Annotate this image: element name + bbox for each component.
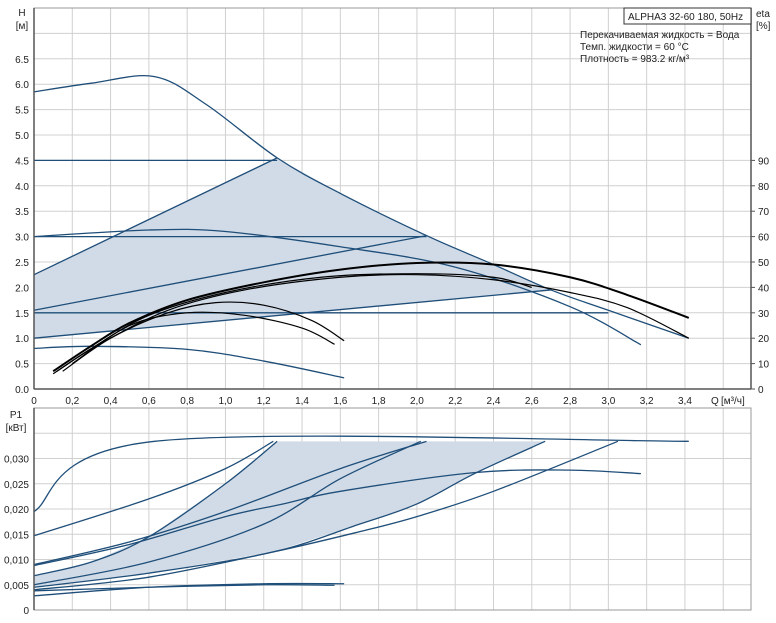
- eta-axis-label: eta: [756, 9, 770, 20]
- p1-tick-label: 0: [23, 606, 29, 617]
- p1-tick-label: 0,030: [4, 455, 29, 466]
- h-tick-label: 2.0: [15, 283, 29, 294]
- p1-curve: [33, 582, 345, 597]
- p1-curve: [33, 584, 335, 592]
- h-tick-label: 3.0: [15, 233, 29, 244]
- p1-curve: [33, 469, 641, 567]
- h-tick-label: 5.0: [15, 131, 29, 142]
- eta-tick-label: 70: [758, 207, 770, 218]
- h-tick-label: 5.5: [15, 106, 29, 117]
- eta-curve: [56, 273, 690, 372]
- h-curve: [33, 345, 345, 379]
- q-tick-label: 0,6: [142, 396, 156, 407]
- q-tick-label: 0: [31, 396, 37, 407]
- eta-tick-label: 90: [758, 156, 770, 167]
- p1-tick-label: 0,020: [4, 505, 29, 516]
- p1-tick-label: 0,010: [4, 556, 29, 567]
- eta-tick-label: 0: [758, 385, 764, 396]
- q-axis-unit: [м³/ч]: [721, 396, 745, 407]
- q-tick-label: 2,6: [525, 396, 539, 407]
- q-tick-label: 2,4: [487, 396, 501, 407]
- info-line-temp: Темп. жидкости = 60 °C: [580, 42, 689, 53]
- h-tick-label: 4.5: [15, 156, 29, 167]
- h-tick-label: 0.5: [15, 360, 29, 371]
- eta-curve: [62, 301, 345, 372]
- p1-curve: [33, 440, 619, 591]
- h-axis-unit: [м]: [16, 21, 29, 32]
- q-tick-label: 1,0: [219, 396, 233, 407]
- p1-curve: [33, 435, 689, 513]
- eta-tick-label: 10: [758, 360, 770, 371]
- operating-range-fill-h: [34, 157, 551, 339]
- q-tick-label: 1,4: [295, 396, 309, 407]
- h-curve: [33, 157, 278, 276]
- q-tick-label: 1,8: [372, 396, 386, 407]
- p1-tick-label: 0,025: [4, 480, 29, 491]
- q-tick-label: 2,0: [410, 396, 424, 407]
- q-tick-label: 0,8: [180, 396, 194, 407]
- info-line-fluid: Перекачиваемая жидкость = Вода: [580, 30, 740, 41]
- h-tick-label: 6.0: [15, 80, 29, 91]
- eta-axis-unit: [%]: [756, 21, 771, 32]
- q-tick-label: 3,0: [601, 396, 615, 407]
- p1-axis-unit: [кВт]: [6, 423, 27, 434]
- h-curve: [33, 234, 427, 311]
- info-box-model: ALPHA3 32-60 180, 50Hz: [628, 12, 743, 23]
- q-tick-label: 1,6: [333, 396, 347, 407]
- info-box-frame: [623, 7, 752, 25]
- eta-tick-label: 30: [758, 309, 770, 320]
- p1-curve: [33, 440, 422, 586]
- p1-axis-label: P1: [10, 410, 23, 421]
- p1-curve: [33, 440, 274, 537]
- h-tick-label: 3.5: [15, 207, 29, 218]
- q-axis-label: Q: [711, 396, 719, 407]
- h-tick-label: 1.0: [15, 334, 29, 345]
- q-tick-label: 3,2: [640, 396, 654, 407]
- top-plot-frame: [33, 7, 752, 390]
- q-tick-label: 3,4: [678, 396, 692, 407]
- eta-tick-label: 60: [758, 233, 770, 244]
- h-tick-label: 1.5: [15, 309, 29, 320]
- operating-range-fill-p1: [34, 441, 546, 588]
- p1-tick-label: 0,005: [4, 581, 29, 592]
- eta-curve: [71, 311, 335, 365]
- p1-curve: [33, 440, 427, 566]
- eta-tick-label: 80: [758, 182, 770, 193]
- h-tick-label: 4.0: [15, 182, 29, 193]
- eta-tick-label: 40: [758, 283, 770, 294]
- eta-tick-label: 20: [758, 334, 770, 345]
- info-line-density: Плотность = 983.2 кг/м³: [580, 54, 690, 65]
- h-curve: [33, 75, 689, 339]
- q-tick-label: 0,4: [104, 396, 118, 407]
- h-tick-label: 0.0: [15, 385, 29, 396]
- q-tick-label: 1,2: [257, 396, 271, 407]
- q-tick-label: 0,2: [65, 396, 79, 407]
- p1-curve: [33, 440, 546, 588]
- h-axis-label: H: [18, 8, 25, 19]
- eta-tick-label: 50: [758, 258, 770, 269]
- p1-tick-label: 0,015: [4, 530, 29, 541]
- q-tick-label: 2,8: [563, 396, 577, 407]
- eta-curve: [52, 261, 690, 373]
- h-tick-label: 6.5: [15, 55, 29, 66]
- h-tick-label: 2.5: [15, 258, 29, 269]
- q-tick-label: 2,2: [448, 396, 462, 407]
- h-curve: [33, 228, 642, 346]
